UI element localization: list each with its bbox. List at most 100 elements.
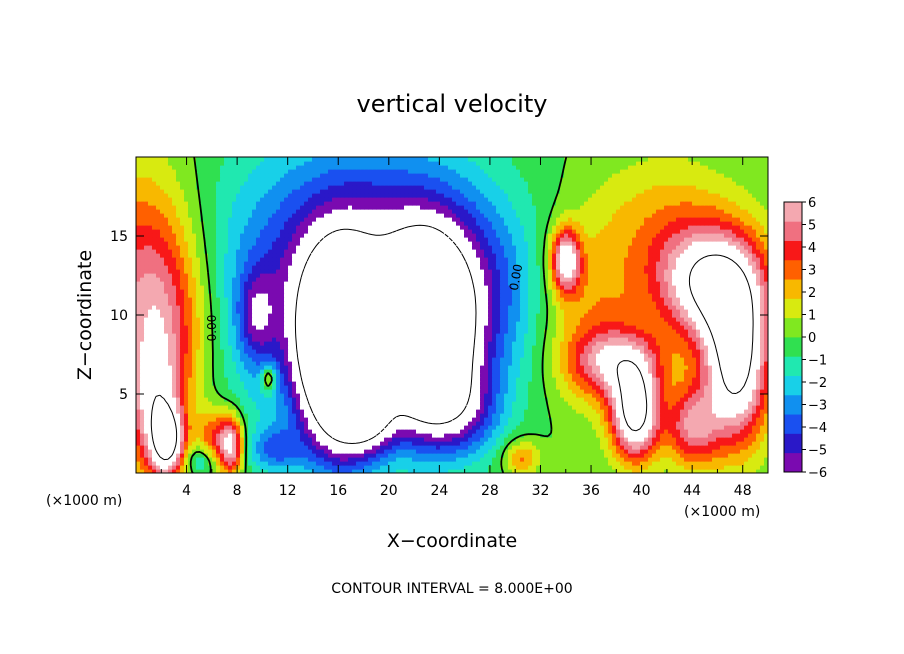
heatmap-cell [252, 409, 257, 414]
heatmap-cell [696, 385, 701, 390]
heatmap-cell [584, 449, 589, 454]
heatmap-cell [180, 437, 185, 442]
heatmap-cell [160, 457, 165, 462]
heatmap-cell [308, 373, 313, 378]
heatmap-cell [320, 401, 325, 406]
heatmap-cell [308, 381, 313, 386]
heatmap-cell [456, 389, 461, 394]
heatmap-cell [508, 389, 513, 394]
heatmap-cell [200, 437, 205, 442]
heatmap-cell [180, 377, 185, 382]
heatmap-cell [684, 465, 689, 470]
heatmap-cell [304, 389, 309, 394]
heatmap-cell [348, 461, 353, 466]
heatmap-cell [636, 445, 641, 450]
heatmap-cell [224, 405, 229, 410]
heatmap-cell [340, 445, 345, 450]
heatmap-cell [184, 353, 189, 358]
heatmap-cell [484, 361, 489, 366]
heatmap-cell [324, 369, 329, 374]
heatmap-cell [356, 413, 361, 418]
heatmap-cell [588, 421, 593, 426]
heatmap-cell [660, 461, 665, 466]
heatmap-cell [220, 453, 225, 458]
heatmap-cell [484, 409, 489, 414]
heatmap-cell [384, 365, 389, 370]
heatmap-cell [508, 361, 513, 366]
heatmap-cell [416, 449, 421, 454]
heatmap-cell [456, 457, 461, 462]
heatmap-cell [592, 425, 597, 430]
heatmap-cell [432, 465, 437, 470]
heatmap-cell [520, 389, 525, 394]
heatmap-cell [500, 365, 505, 370]
heatmap-cell [440, 349, 445, 354]
heatmap-cell [632, 461, 637, 466]
heatmap-cell [648, 437, 653, 442]
heatmap-cell [372, 389, 377, 394]
heatmap-cell [296, 409, 301, 414]
heatmap-cell [596, 361, 601, 366]
heatmap-cell [468, 381, 473, 386]
heatmap-cell [624, 461, 629, 466]
heatmap-cell [484, 405, 489, 410]
heatmap-cell [260, 385, 265, 390]
heatmap-cell [660, 413, 665, 418]
heatmap-cell [136, 453, 141, 458]
heatmap-cell [720, 357, 725, 362]
heatmap-cell [604, 357, 609, 362]
heatmap-cell [720, 389, 725, 394]
heatmap-cell [248, 413, 253, 418]
heatmap-cell [644, 385, 649, 390]
heatmap-cell [504, 393, 509, 398]
heatmap-cell [668, 357, 673, 362]
heatmap-cell [412, 429, 417, 434]
heatmap-cell [308, 409, 313, 414]
heatmap-cell [408, 405, 413, 410]
heatmap-cell [732, 369, 737, 374]
heatmap-cell [160, 461, 165, 466]
heatmap-cell [456, 365, 461, 370]
heatmap-cell [340, 457, 345, 462]
heatmap-cell [228, 377, 233, 382]
heatmap-cell [640, 409, 645, 414]
heatmap-cell [404, 413, 409, 418]
heatmap-cell [556, 449, 561, 454]
heatmap-cell [648, 393, 653, 398]
heatmap-cell [468, 421, 473, 426]
heatmap-cell [192, 461, 197, 466]
heatmap-cell [680, 393, 685, 398]
heatmap-cell [316, 345, 321, 350]
heatmap-cell [732, 457, 737, 462]
heatmap-cell [572, 441, 577, 446]
heatmap-cell [332, 349, 337, 354]
heatmap-cell [536, 461, 541, 466]
heatmap-cell [556, 437, 561, 442]
heatmap-cell [524, 365, 529, 370]
heatmap-cell [580, 389, 585, 394]
heatmap-cell [456, 357, 461, 362]
heatmap-cell [740, 453, 745, 458]
heatmap-cell [588, 385, 593, 390]
heatmap-cell [536, 425, 541, 430]
heatmap-cell [504, 397, 509, 402]
heatmap-cell [532, 421, 537, 426]
heatmap-cell [720, 353, 725, 358]
heatmap-cell [404, 433, 409, 438]
heatmap-cell [712, 405, 717, 410]
heatmap-cell [312, 453, 317, 458]
heatmap-cell [588, 377, 593, 382]
heatmap-cell [460, 393, 465, 398]
heatmap-cell [676, 425, 681, 430]
heatmap-cell [764, 469, 768, 473]
heatmap-cell [628, 421, 633, 426]
heatmap-cell [656, 461, 661, 466]
heatmap-cell [700, 445, 705, 450]
heatmap-cell [216, 413, 221, 418]
heatmap-cell [500, 373, 505, 378]
heatmap-cell [576, 373, 581, 378]
heatmap-cell [612, 469, 617, 473]
heatmap-cell [452, 457, 457, 462]
heatmap-cell [312, 437, 317, 442]
heatmap-cell [212, 465, 217, 470]
